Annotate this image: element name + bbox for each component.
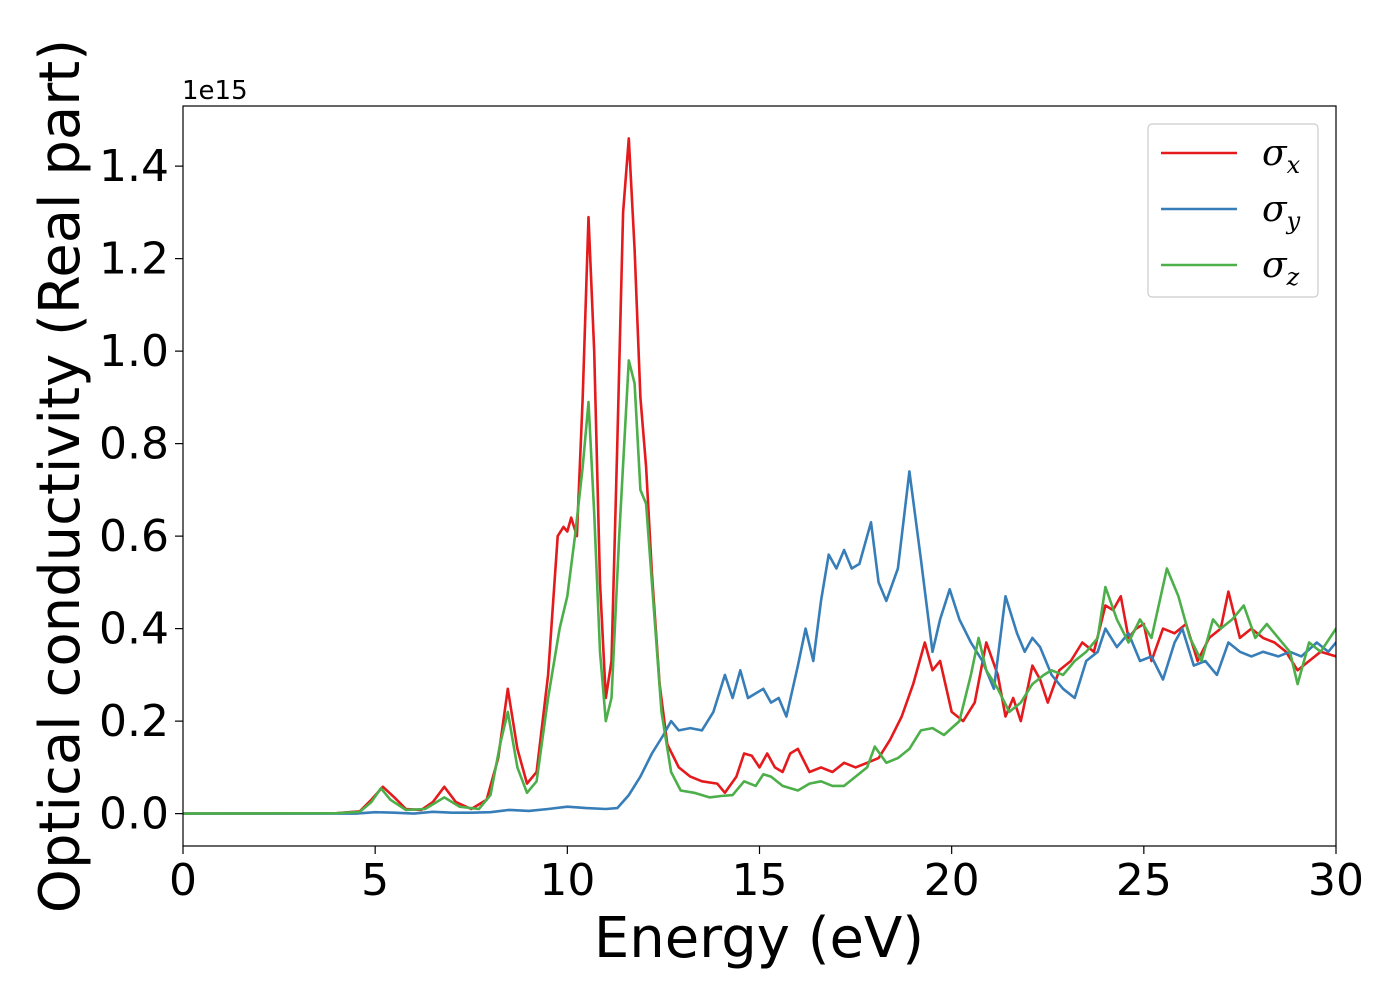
x-tick-label: 10	[539, 855, 595, 906]
y-tick-label: 0.4	[99, 604, 169, 655]
x-tick-label: 30	[1308, 855, 1364, 906]
legend-box	[1147, 123, 1319, 298]
plot-lines	[183, 137, 1336, 815]
y-axis-label: Optical conductivity (Real part)	[28, 39, 93, 913]
x-tick-label: 15	[732, 855, 788, 906]
y-axis-ticks: 0.0 0.2 0.4 0.6 0.8 1.0 1.2 1.4	[99, 141, 183, 840]
y-tick-label: 1.4	[99, 141, 169, 192]
y-tick-label: 0.0	[99, 789, 169, 840]
y-tick-label: 0.6	[99, 511, 169, 562]
y-tick-label: 0.2	[99, 696, 169, 747]
y-tick-label: 0.8	[99, 419, 169, 470]
x-tick-label: 20	[924, 855, 980, 906]
x-tick-label: 25	[1116, 855, 1172, 906]
y-tick-label: 1.2	[99, 234, 169, 285]
series-line-y	[183, 470, 1336, 815]
x-tick-label: 0	[169, 855, 197, 906]
series-line-z	[183, 359, 1336, 815]
x-axis-ticks: 0 5 10 15 20 25 30	[169, 846, 1364, 906]
x-axis-label: Energy (eV)	[594, 906, 924, 971]
y-offset-label: 1e15	[182, 76, 248, 106]
x-tick-label: 5	[361, 855, 389, 906]
y-tick-label: 1.0	[99, 326, 169, 377]
